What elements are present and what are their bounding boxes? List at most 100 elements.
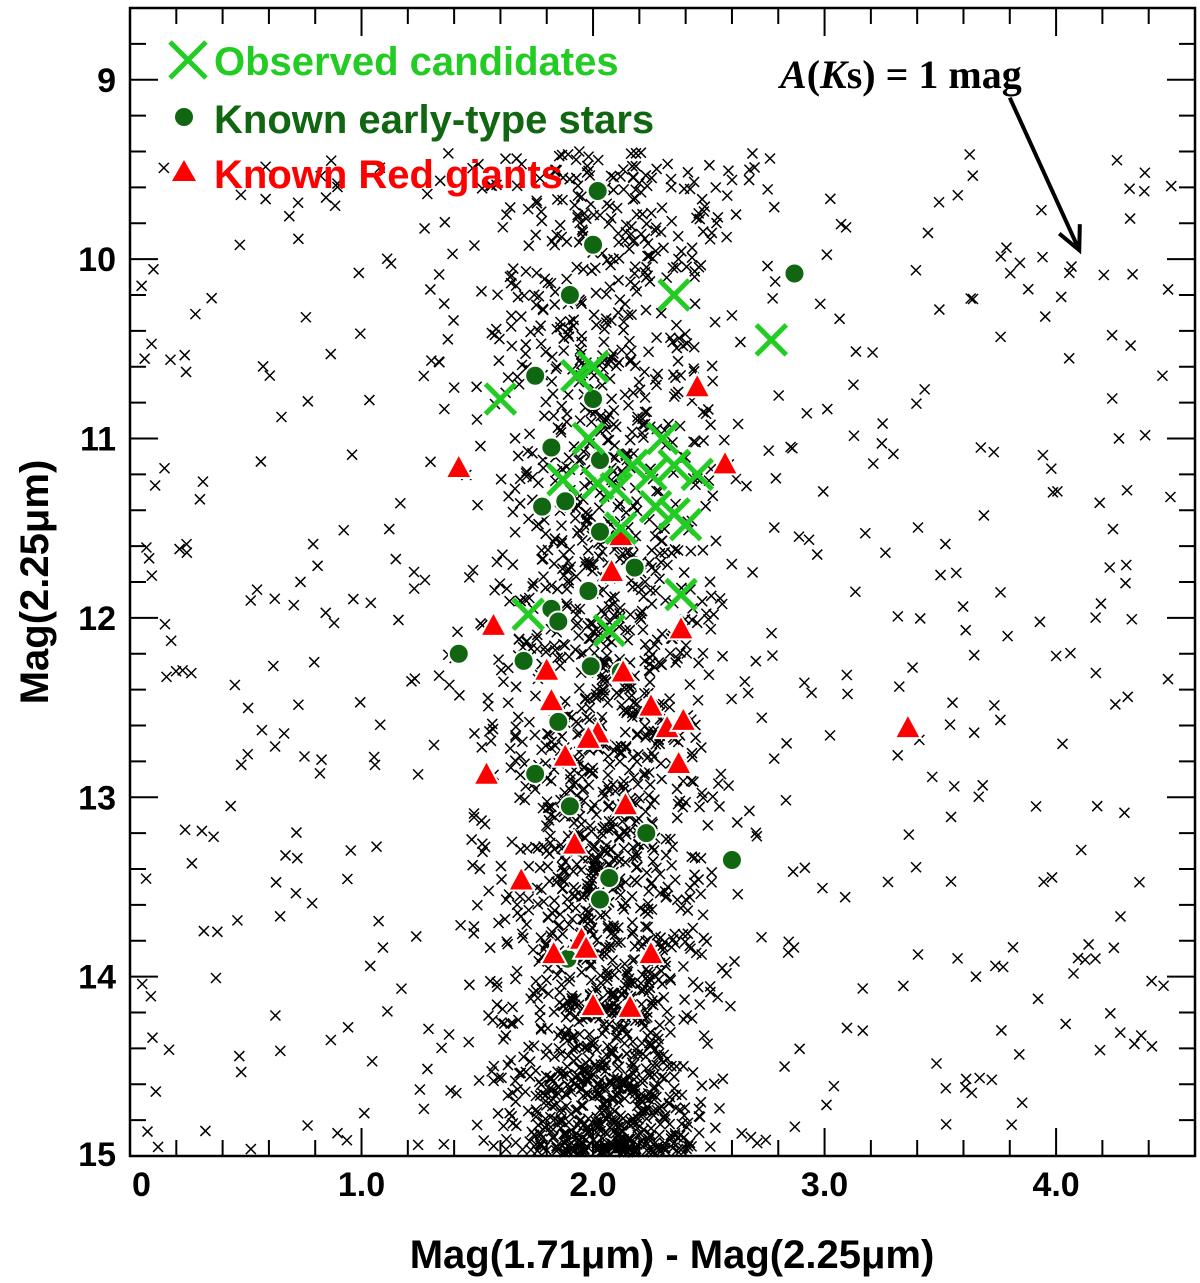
field-star-point xyxy=(549,286,561,298)
field-star-point xyxy=(163,1044,175,1056)
red-giant-point xyxy=(615,991,645,1019)
field-star-point xyxy=(257,360,269,372)
field-star-point xyxy=(1030,800,1042,812)
field-star-point xyxy=(538,410,550,422)
red-giant-point xyxy=(559,828,590,856)
field-star-point xyxy=(668,391,680,403)
early-type-star-point xyxy=(524,762,547,785)
field-star-point xyxy=(634,1094,646,1106)
field-star-point xyxy=(835,218,847,230)
field-star-point xyxy=(1106,392,1118,405)
field-star-point xyxy=(600,1102,612,1114)
field-star-point xyxy=(493,654,505,666)
field-star-point xyxy=(542,988,554,1000)
field-star-point xyxy=(472,158,484,170)
field-star-point xyxy=(641,867,653,879)
field-star-point xyxy=(665,1060,677,1072)
field-star-point xyxy=(342,1021,354,1033)
field-star-point xyxy=(674,420,686,432)
field-star-point xyxy=(208,831,220,843)
field-star-point xyxy=(645,878,657,890)
field-star-point xyxy=(554,908,566,920)
field-star-point xyxy=(1090,667,1102,679)
field-star-point xyxy=(548,895,560,907)
field-star-point xyxy=(518,290,530,302)
field-star-point xyxy=(496,1072,508,1084)
field-star-point xyxy=(677,1060,689,1072)
field-star-point xyxy=(603,408,615,420)
observed-candidate-point xyxy=(546,462,580,497)
field-star-point xyxy=(325,155,337,167)
field-star-point xyxy=(611,202,623,214)
field-star-point xyxy=(652,1140,665,1152)
field-star-point xyxy=(643,557,655,569)
field-star-point xyxy=(648,1109,660,1121)
field-star-point xyxy=(610,962,622,974)
field-star-point xyxy=(521,918,533,930)
early-type-star-point xyxy=(586,179,609,202)
field-star-point xyxy=(604,281,616,293)
red-giant-point xyxy=(610,789,641,817)
field-star-point xyxy=(260,161,272,173)
field-star-point xyxy=(650,862,662,874)
field-star-point xyxy=(631,729,643,741)
early-type-star-point xyxy=(531,495,554,518)
field-star-point xyxy=(537,571,549,583)
field-star-point xyxy=(467,162,479,174)
field-star-point xyxy=(565,1124,577,1136)
field-star-point xyxy=(644,1069,656,1081)
field-star-point xyxy=(471,381,483,393)
field-star-point xyxy=(716,962,728,974)
x-tick-label: 2.0 xyxy=(569,1166,616,1204)
field-star-point xyxy=(512,1083,524,1095)
field-star-point xyxy=(561,416,573,428)
field-star-point xyxy=(421,1063,433,1075)
field-star-point xyxy=(841,1022,853,1034)
field-star-point xyxy=(576,702,588,714)
field-star-point xyxy=(492,1107,504,1119)
observed-candidate-point xyxy=(580,466,615,501)
field-star-point xyxy=(675,902,687,914)
field-star-point xyxy=(576,534,588,546)
field-star-point xyxy=(588,1039,600,1051)
field-star-point xyxy=(582,544,594,556)
field-star-point xyxy=(968,649,980,661)
field-star-point xyxy=(617,1022,629,1034)
field-star-point xyxy=(615,740,627,752)
field-star-point xyxy=(768,522,780,534)
field-star-point xyxy=(1133,876,1145,888)
field-star-point xyxy=(515,311,527,323)
red-giant-point xyxy=(578,990,608,1018)
field-star-point xyxy=(787,866,799,878)
field-star-point xyxy=(664,833,676,845)
field-star-point xyxy=(592,690,604,702)
field-star-point xyxy=(504,742,516,754)
field-star-point xyxy=(704,576,716,588)
field-star-point xyxy=(143,552,155,564)
field-star-point xyxy=(534,1137,546,1149)
field-star-point xyxy=(478,1134,490,1147)
field-star-point xyxy=(474,440,486,452)
field-star-point xyxy=(782,947,794,959)
field-star-point xyxy=(995,1024,1007,1036)
field-star-point xyxy=(587,929,599,941)
field-star-point xyxy=(642,966,654,978)
field-star-point xyxy=(557,928,569,940)
field-star-point xyxy=(560,1144,572,1156)
field-star-point xyxy=(576,336,588,348)
field-star-point xyxy=(726,174,738,186)
field-star-point xyxy=(743,174,755,186)
field-star-point xyxy=(619,825,631,837)
field-star-point xyxy=(555,979,567,991)
field-star-point xyxy=(418,370,430,382)
field-star-point xyxy=(267,660,279,672)
early-type-star-point xyxy=(554,490,577,513)
field-star-point xyxy=(634,902,646,914)
field-star-point xyxy=(632,580,644,592)
field-star-point xyxy=(603,1107,615,1119)
field-star-point xyxy=(551,193,563,205)
field-star-point xyxy=(576,330,588,342)
field-star-point xyxy=(695,742,707,754)
field-star-point xyxy=(616,1074,628,1086)
field-star-point xyxy=(650,225,662,237)
